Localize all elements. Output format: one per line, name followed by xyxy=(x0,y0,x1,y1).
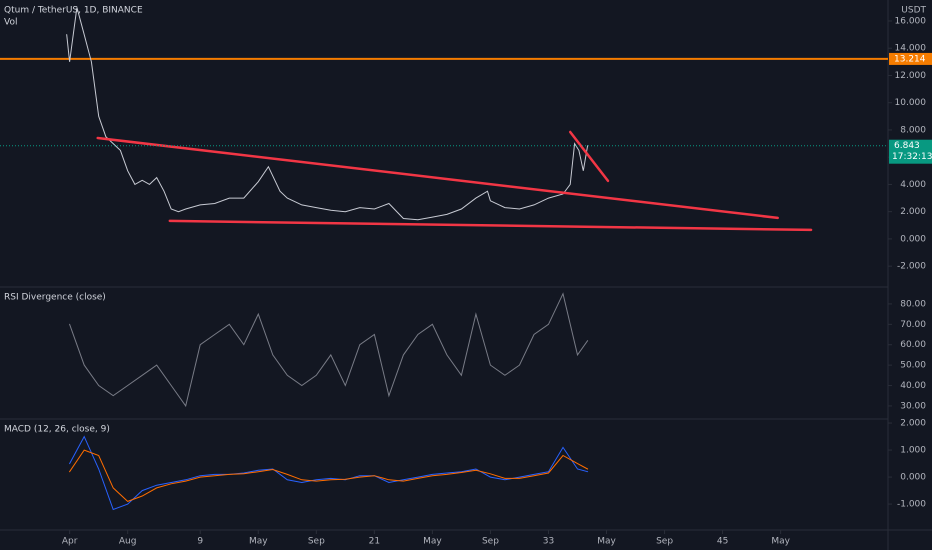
level-label-box xyxy=(889,52,932,65)
y-tick-label: 1.000 xyxy=(900,446,926,456)
x-tick-label: May xyxy=(249,537,268,547)
pane-title: RSI Divergence (close) xyxy=(4,293,106,303)
last-price-label: 6.843 xyxy=(894,141,920,151)
y-tick-label: -1.000 xyxy=(897,500,926,510)
x-tick-label: 45 xyxy=(717,537,728,547)
y-tick-label: 16.000 xyxy=(895,16,927,26)
y-tick-label: 60.00 xyxy=(900,340,926,350)
x-tick-label: 21 xyxy=(369,537,380,547)
trend-line xyxy=(96,136,779,220)
x-tick-label: 9 xyxy=(197,537,203,547)
x-tick-label: May xyxy=(597,537,616,547)
y-tick-label: 4.000 xyxy=(900,180,926,190)
x-tick-label: Sep xyxy=(656,537,673,547)
last-price-box xyxy=(889,139,932,164)
y-tick-label: 0.000 xyxy=(900,473,926,483)
y-tick-label: 8.000 xyxy=(900,125,926,135)
y-tick-label: 40.00 xyxy=(900,381,926,391)
pane-title: Qtum / TetherUS, 1D, BINANCE xyxy=(4,6,143,16)
trend-line xyxy=(168,219,813,232)
axis-unit: USDT xyxy=(901,6,926,16)
x-tick-label: Sep xyxy=(482,537,499,547)
y-tick-label: 0.000 xyxy=(900,234,926,244)
x-tick-label: Sep xyxy=(308,537,325,547)
x-tick-label: Apr xyxy=(62,537,78,547)
series-line xyxy=(66,7,589,221)
y-tick-label: 80.00 xyxy=(900,299,926,309)
trend-line xyxy=(69,449,589,502)
y-tick-label: -2.000 xyxy=(897,262,926,272)
x-tick-label: Aug xyxy=(119,537,137,547)
x-tick-label: 33 xyxy=(543,537,554,547)
x-tick-label: May xyxy=(771,537,790,547)
y-tick-label: 70.00 xyxy=(900,320,926,330)
y-tick-label: 10.000 xyxy=(895,98,927,108)
pane-title: MACD (12, 26, close, 9) xyxy=(4,425,110,435)
trend-line xyxy=(568,130,610,183)
pane-subtitle: Vol xyxy=(4,18,17,28)
y-tick-label: 2.000 xyxy=(900,207,926,217)
x-tick-label: May xyxy=(423,537,442,547)
y-tick-label: 50.00 xyxy=(900,361,926,371)
y-tick-label: 2.000 xyxy=(900,419,926,429)
level-label: 13.214 xyxy=(894,54,926,64)
series-line xyxy=(69,435,589,511)
y-tick-label: 12.000 xyxy=(895,71,927,81)
series-line xyxy=(69,292,589,408)
y-tick-label: 30.00 xyxy=(900,401,926,411)
y-tick-label: 14.000 xyxy=(895,44,927,54)
countdown: 17:32:13 xyxy=(892,152,932,162)
